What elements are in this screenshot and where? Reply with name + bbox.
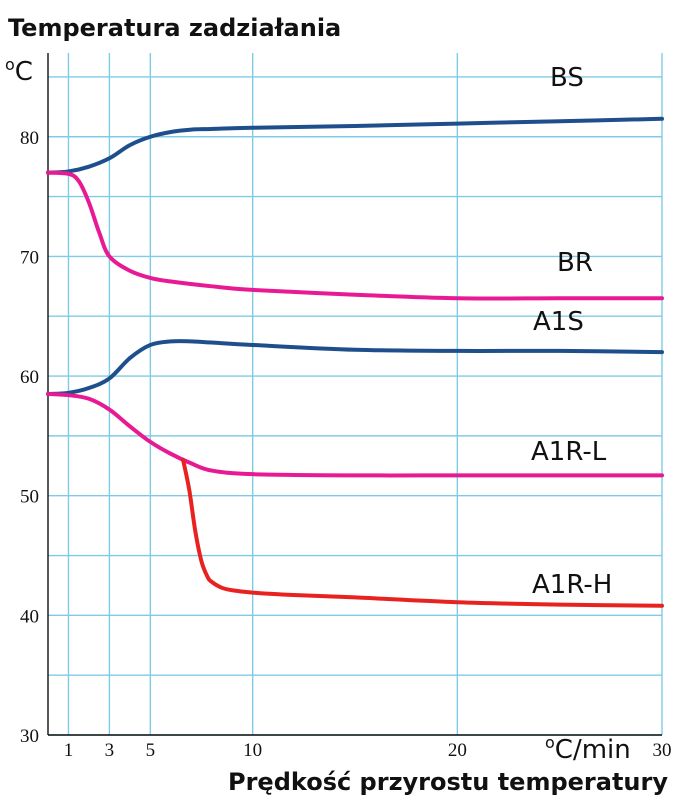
tick-labels: 30 40 50 60 70 80 1 3 5 10 20 30 — [20, 128, 672, 761]
series-line-a1s — [46, 339, 664, 396]
x-tick-label-3: 3 — [105, 740, 115, 761]
y-tick-label-70: 70 — [20, 247, 39, 268]
axes — [47, 53, 662, 736]
x-axis-title: Prędkość przyrostu temperatury — [228, 768, 668, 796]
x-axis-unit-label: oC/min — [545, 733, 631, 765]
y-axis-unit-label: oC — [5, 55, 33, 87]
series-label-a1s: A1S — [533, 307, 584, 337]
series-line-a1r-h — [181, 457, 664, 608]
chart-title: Temperatura zadziałania — [8, 14, 341, 42]
y-tick-label-60: 60 — [20, 367, 39, 388]
y-tick-label-30: 30 — [20, 726, 39, 747]
series-labels: BS BR A1S A1R-L A1R-H — [531, 63, 612, 600]
x-tick-label-1: 1 — [64, 740, 74, 761]
series-line-a1r-l — [46, 392, 664, 478]
x-tick-label-30: 30 — [653, 740, 672, 761]
x-gridlines — [67, 53, 663, 735]
series-label-br: BR — [557, 248, 593, 278]
x-tick-label-20: 20 — [448, 740, 467, 761]
y-tick-label-80: 80 — [20, 128, 39, 149]
x-unit-text: C/min — [555, 735, 631, 765]
series-label-a1r-h: A1R-H — [532, 570, 612, 600]
y-gridlines — [48, 76, 662, 736]
series-label-bs: BS — [550, 63, 584, 93]
y-tick-label-40: 40 — [20, 606, 39, 627]
y-tick-label-50: 50 — [20, 487, 39, 508]
series-line-br — [46, 170, 664, 301]
series-label-a1r-l: A1R-L — [531, 437, 607, 467]
series-line-bs — [46, 116, 664, 175]
x-tick-label-10: 10 — [243, 740, 262, 761]
x-tick-label-5: 5 — [146, 740, 156, 761]
series-lines — [46, 116, 664, 608]
